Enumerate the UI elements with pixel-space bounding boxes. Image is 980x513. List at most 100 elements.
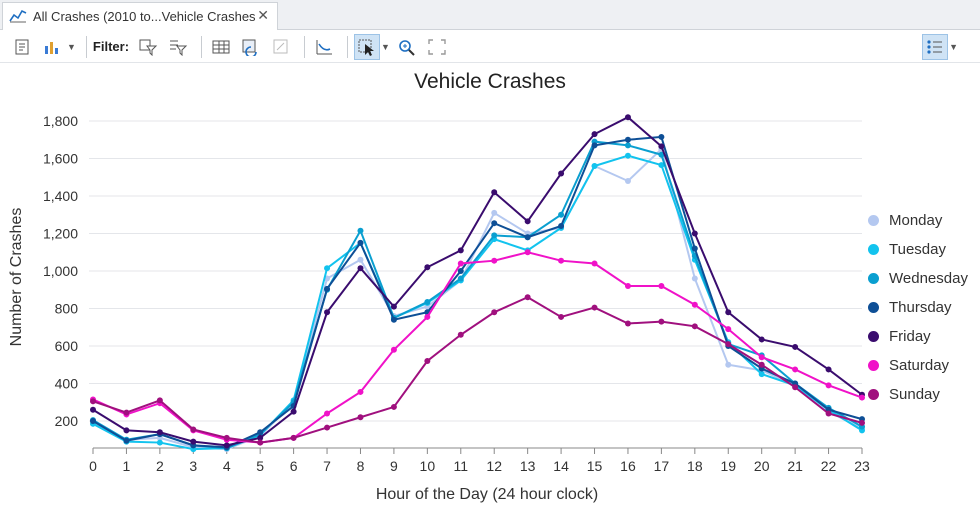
data-point [424,298,431,305]
chevron-down-icon[interactable]: ▼ [381,41,390,52]
data-point [524,249,531,256]
data-point [123,437,130,444]
x-tick-label: 5 [256,458,264,474]
data-point [691,230,698,237]
close-icon[interactable]: ✕ [257,7,269,23]
x-tick-label: 1 [123,458,131,474]
data-point [123,409,130,416]
series-line-thursday [92,135,863,449]
data-point [223,434,230,441]
data-point [257,439,264,446]
data-point [156,429,163,436]
legend-item[interactable]: Monday [868,206,978,235]
data-point [190,426,197,433]
legend-item[interactable]: Wednesday [868,264,978,293]
refresh-icon[interactable] [238,34,264,60]
legend-toggle-icon[interactable] [922,34,949,60]
y-tick-label: 1,000 [43,263,78,279]
data-point [390,346,397,353]
y-tick-label: 400 [55,376,79,392]
tab-title: All Crashes (2010 to...Vehicle Crashes [33,9,256,24]
toolbar-divider [85,35,87,58]
legend-swatch [868,302,879,313]
data-point [190,438,197,445]
legend-item[interactable]: Saturday [868,351,978,380]
x-tick-label: 3 [189,458,197,474]
zoom-icon[interactable] [394,34,420,60]
chevron-down-icon[interactable]: ▼ [949,42,958,52]
data-point [658,162,665,169]
data-point [324,309,331,316]
legend-item[interactable]: Thursday [868,293,978,322]
full-extent-icon[interactable] [424,34,450,60]
data-point [859,419,865,426]
data-point [591,131,598,138]
y-tick-label: 1,400 [43,188,78,204]
data-point [457,275,464,282]
legend-label: Saturday [889,357,950,374]
data-point [658,283,665,289]
filter-label: Filter: [92,39,130,54]
data-point [324,410,331,417]
data-point [624,152,631,159]
properties-icon[interactable] [10,34,36,60]
data-point [457,268,464,274]
toolbar-divider [304,35,306,58]
filter-extent-icon[interactable] [135,34,161,60]
data-point [357,265,364,272]
legend-item[interactable]: Tuesday [868,235,978,264]
data-point [424,313,431,320]
x-tick-label: 12 [486,458,502,474]
data-point [658,133,665,140]
chevron-down-icon[interactable]: ▼ [67,41,76,52]
data-point [357,256,364,263]
data-point [558,211,565,218]
table-icon[interactable] [208,34,234,60]
x-tick-label: 14 [553,458,569,474]
legend-item[interactable]: Friday [868,322,978,351]
x-tick-label: 16 [620,458,636,474]
data-point [691,245,698,252]
chart-area: 200 400 600 800 1,000 1,200 1,400 1,600 1,800 0 1 2… [0,63,980,513]
line-chart-icon [9,7,27,26]
chart-tab[interactable]: All Crashes (2010 to...Vehicle Crashes ✕ [2,2,278,30]
data-point [524,234,531,241]
layout-icon[interactable] [268,34,294,60]
x-tick-label: 7 [323,458,331,474]
data-point [624,178,631,184]
x-tick-label: 9 [390,458,398,474]
x-tick-label: 11 [454,458,469,474]
x-tick-label: 17 [654,458,670,474]
data-point [390,403,397,410]
data-point [357,414,364,421]
legend-toggle[interactable]: ▼ [922,34,962,60]
data-point [825,410,832,417]
data-point [424,358,431,364]
data-point [156,439,163,446]
select-icon[interactable] [354,33,381,60]
data-point [658,143,665,150]
legend-swatch [868,244,879,255]
x-tick-label: 21 [787,458,803,474]
data-point [591,304,598,311]
legend-label: Thursday [889,299,952,316]
data-point [725,341,732,348]
data-point [792,366,799,373]
data-point [725,361,732,368]
data-point [624,320,631,327]
legend-label: Wednesday [889,270,968,287]
legend-swatch [868,360,879,371]
data-point [324,265,331,272]
data-point [324,285,331,292]
legend-swatch [868,215,879,226]
data-point [591,163,598,169]
data-point [725,309,732,316]
y-tick-label: 600 [55,338,79,354]
filter-selection-icon[interactable] [165,34,191,60]
legend-item[interactable]: Sunday [868,380,978,409]
y-tick-label: 1,600 [43,151,78,167]
x-tick-label: 6 [290,458,298,474]
trend-icon[interactable] [311,34,337,60]
chart-type-icon[interactable] [40,34,66,60]
